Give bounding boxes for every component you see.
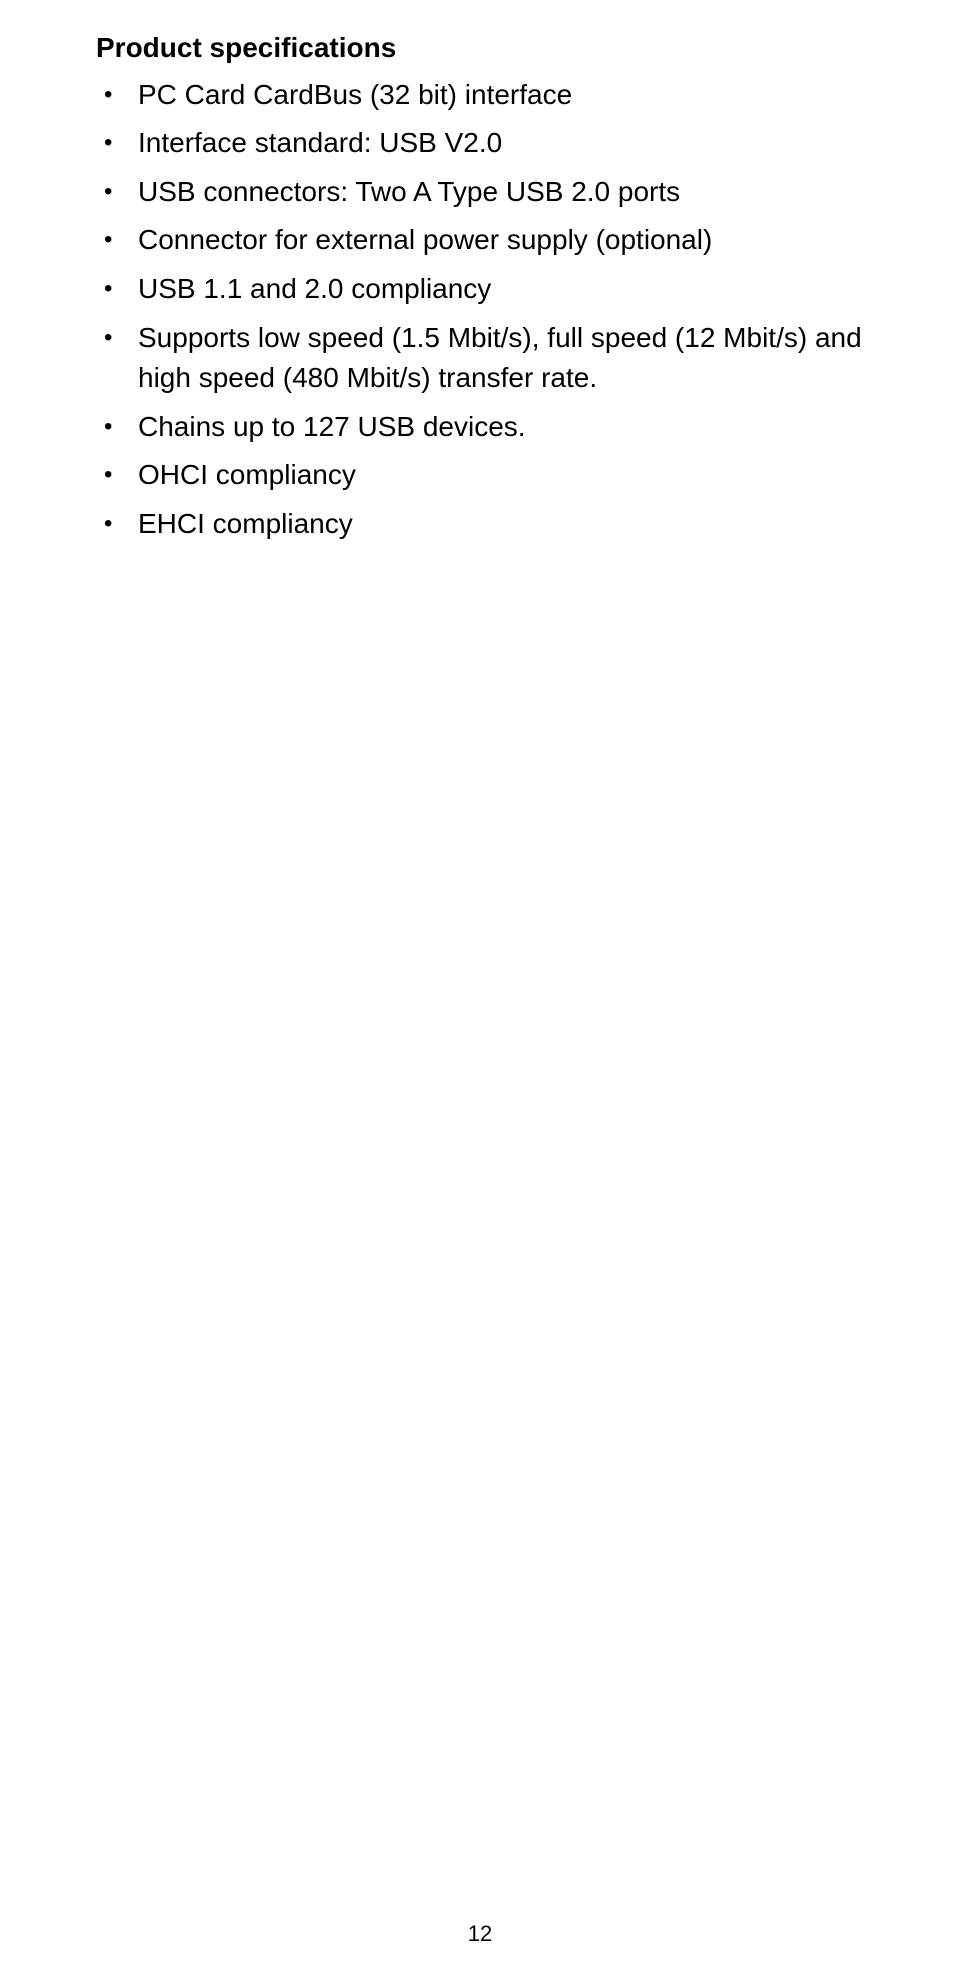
page-number: 12 <box>0 1921 960 1947</box>
list-item-text: Supports low speed (1.5 Mbit/s), full sp… <box>138 322 862 394</box>
bullet-icon: • <box>104 123 112 164</box>
list-item: • Chains up to 127 USB devices. <box>96 407 864 448</box>
list-item: • OHCI compliancy <box>96 455 864 496</box>
bullet-icon: • <box>104 407 112 448</box>
bullet-icon: • <box>104 220 112 261</box>
specifications-list: • PC Card CardBus (32 bit) interface • Int… <box>96 75 864 545</box>
document-page: Product specifications • PC Card CardBus … <box>0 0 960 545</box>
list-item-text: Connector for external power supply (opt… <box>138 224 712 255</box>
bullet-icon: • <box>104 318 112 359</box>
list-item-text: USB 1.1 and 2.0 compliancy <box>138 273 491 304</box>
list-item-text: USB connectors: Two A Type USB 2.0 ports <box>138 176 680 207</box>
list-item-text: EHCI compliancy <box>138 508 353 539</box>
list-item-text: Chains up to 127 USB devices. <box>138 411 526 442</box>
bullet-icon: • <box>104 75 112 116</box>
list-item: • USB 1.1 and 2.0 compliancy <box>96 269 864 310</box>
list-item: • EHCI compliancy <box>96 504 864 545</box>
list-item: • PC Card CardBus (32 bit) interface <box>96 75 864 116</box>
bullet-icon: • <box>104 455 112 496</box>
bullet-icon: • <box>104 504 112 545</box>
list-item: • Interface standard: USB V2.0 <box>96 123 864 164</box>
section-heading: Product specifications <box>96 28 864 69</box>
list-item-text: OHCI compliancy <box>138 459 356 490</box>
list-item-text: Interface standard: USB V2.0 <box>138 127 502 158</box>
list-item-text: PC Card CardBus (32 bit) interface <box>138 79 572 110</box>
bullet-icon: • <box>104 172 112 213</box>
list-item: • Supports low speed (1.5 Mbit/s), full s… <box>96 318 864 399</box>
list-item: • Connector for external power supply (op… <box>96 220 864 261</box>
bullet-icon: • <box>104 269 112 310</box>
list-item: • USB connectors: Two A Type USB 2.0 port… <box>96 172 864 213</box>
